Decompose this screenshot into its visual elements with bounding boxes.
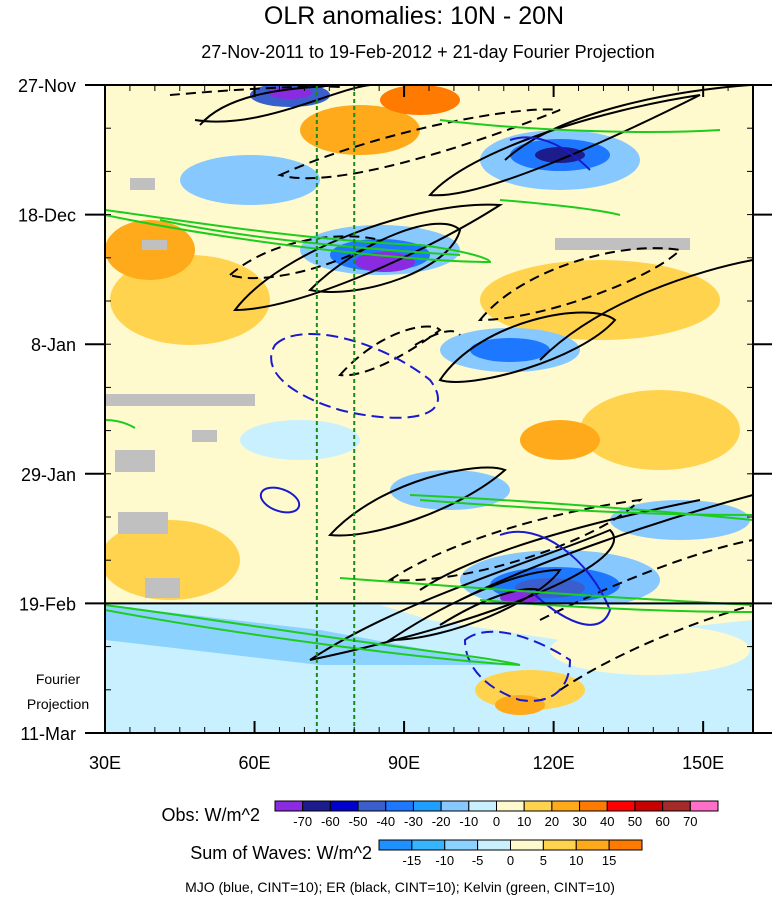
obs-colorbar-label: Obs: W/m^2 [162,805,260,825]
x-axis: 30E 60E 90E 120E 150E [89,85,754,773]
colorbar-swatch [412,800,442,812]
colorbar-level-label: 15 [602,853,616,868]
colorbar-level-label: 30 [572,814,586,829]
chart-title: OLR anomalies: 10N - 20N [264,2,564,30]
colorbar-swatch [689,800,719,812]
colorbar-swatch [302,800,331,812]
colorbar-swatch [444,839,479,851]
colorbar-level-label: -40 [376,814,395,829]
colorbar-swatch [542,839,577,851]
y-axis: 27-Nov 18-Dec 8-Jan 29-Jan 19-Feb 11-Mar [18,76,772,744]
colorbar-swatch [274,800,304,812]
colorbar-swatch [608,839,643,851]
colorbar-swatch [468,800,497,812]
colorbar-level-label: 70 [683,814,697,829]
colorbar-swatch [510,839,544,851]
plot-area [105,85,753,733]
colorbar-level-label: -70 [293,814,312,829]
colorbar-level-label: 10 [517,814,531,829]
x-tick-label: 60E [239,753,271,773]
colorbar-swatch [477,839,511,851]
y-tick-label: 18-Dec [18,206,76,226]
colorbar-swatch [606,800,636,812]
y-tick-label: 19-Feb [19,594,76,614]
colorbar-swatch [411,839,446,851]
colorbar-level-label: -15 [402,853,421,868]
colorbar-level-label: 0 [493,814,500,829]
colorbar-level-label: -10 [459,814,478,829]
colorbar-swatch [662,800,691,812]
colorbar-swatch [496,800,525,812]
colorbar-level-label: -50 [349,814,368,829]
colorbar-swatch [523,800,553,812]
colorbar-level-label: 50 [628,814,642,829]
projection-label-line2: Projection [27,696,89,712]
x-tick-label: 150E [682,753,724,773]
colorbar-level-label: -10 [435,853,454,868]
colorbar-level-label: 40 [600,814,614,829]
colorbar-level-label: -30 [404,814,423,829]
colorbar-level-label: 20 [545,814,559,829]
mjo-contours [259,136,612,626]
y-tick-label: 27-Nov [18,76,76,96]
colorbar-swatch [385,800,414,812]
colorbar-level-label: -5 [472,853,484,868]
chart-subtitle: 27-Nov-2011 to 19-Feb-2012 + 21-day Four… [201,42,654,62]
colorbar-swatch [579,800,608,812]
colorbar-swatch [634,800,664,812]
colorbar-level-label: -60 [321,814,340,829]
colorbar-swatch [357,800,387,812]
x-tick-label: 90E [388,753,420,773]
er-contours [194,85,753,661]
colorbar-level-label: -20 [432,814,451,829]
kelvin-contours [105,119,753,666]
projection-label-line1: Fourier [36,671,81,687]
projection-shading [105,603,753,733]
colorbar-swatch [575,839,610,851]
waves-colorbar-label: Sum of Waves: W/m^2 [190,843,372,863]
colorbar-swatch [440,800,470,812]
colorbar-swatch [329,800,359,812]
colorbar-level-label: 10 [569,853,583,868]
colorbar-level-label: 5 [540,853,547,868]
x-tick-label: 30E [89,753,121,773]
y-tick-label: 11-Mar [20,724,76,744]
y-tick-label: 29-Jan [21,465,76,485]
contour-legend-footer: MJO (blue, CINT=10); ER (black, CINT=10)… [185,879,615,895]
x-tick-label: 120E [533,753,575,773]
colorbar-swatch [378,839,413,851]
waves-colorbar: -15 -10 -5 0 5 10 15 [378,839,643,868]
colorbar-level-label: 60 [655,814,669,829]
y-tick-label: 8-Jan [31,335,76,355]
mjo-contours-dashed [270,333,572,702]
obs-colorbar: -70 -60 -50 -40 -30 -20 -10 0 10 20 30 40 50 60 70 [274,800,719,829]
colorbar-swatch [551,800,581,812]
colorbar-level-label: 0 [507,853,514,868]
